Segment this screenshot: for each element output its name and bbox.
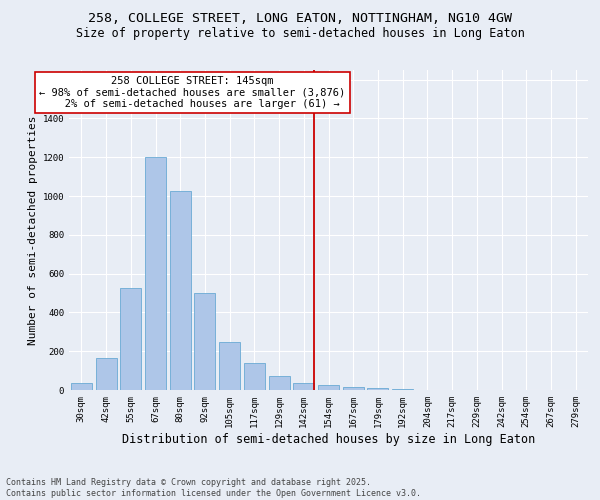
Bar <box>71 383 92 390</box>
Bar <box>145 158 166 390</box>
Bar <box>343 387 364 390</box>
Bar <box>95 358 116 390</box>
Bar <box>269 376 290 390</box>
Bar <box>293 383 314 390</box>
Bar <box>219 342 240 390</box>
Text: Contains HM Land Registry data © Crown copyright and database right 2025.
Contai: Contains HM Land Registry data © Crown c… <box>6 478 421 498</box>
Bar <box>318 385 339 390</box>
Text: Size of property relative to semi-detached houses in Long Eaton: Size of property relative to semi-detach… <box>76 28 524 40</box>
Bar <box>244 363 265 390</box>
Bar <box>120 288 141 390</box>
Bar <box>367 388 388 390</box>
Bar <box>194 293 215 390</box>
Text: 258, COLLEGE STREET, LONG EATON, NOTTINGHAM, NG10 4GW: 258, COLLEGE STREET, LONG EATON, NOTTING… <box>88 12 512 26</box>
Text: 258 COLLEGE STREET: 145sqm
← 98% of semi-detached houses are smaller (3,876)
   : 258 COLLEGE STREET: 145sqm ← 98% of semi… <box>40 76 346 109</box>
Bar <box>170 191 191 390</box>
X-axis label: Distribution of semi-detached houses by size in Long Eaton: Distribution of semi-detached houses by … <box>122 432 535 446</box>
Y-axis label: Number of semi-detached properties: Number of semi-detached properties <box>28 116 38 345</box>
